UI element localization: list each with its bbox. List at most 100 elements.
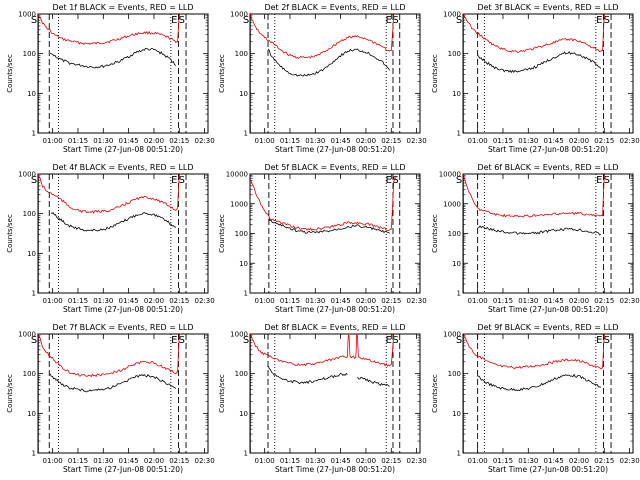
y-tick-label: 10 (239, 410, 248, 418)
time-marker-label: S (31, 175, 37, 186)
x-tick-label: 01:00 (255, 297, 275, 305)
time-marker-label: E (386, 335, 392, 346)
x-tick-label: 01:45 (331, 457, 351, 465)
x-tick-label: 02:30 (195, 137, 215, 145)
x-tick-label: 02:00 (356, 457, 376, 465)
x-tick-label: 01:30 (518, 457, 538, 465)
x-tick-label: 02:15 (594, 137, 614, 145)
y-axis-label: Counts/sec (431, 54, 439, 93)
time-marker-label: S (456, 335, 462, 346)
y-axis-label: Counts/sec (6, 214, 14, 253)
y-tick-label: 100 (235, 230, 248, 238)
x-tick-label: 02:30 (620, 457, 640, 465)
plot-frame (37, 333, 209, 454)
panel-title: Det 2f BLACK = Events, RED = LLD (264, 3, 405, 12)
events-series-line (357, 376, 390, 387)
panel-4: Det 4f BLACK = Events, RED = LLD 1 10 100 10… (6, 163, 215, 314)
x-axis-label: Start Time (27-Jun-08 00:51:20) (488, 305, 608, 314)
events-series-line (477, 225, 602, 236)
time-marker-label: S (31, 15, 37, 26)
x-tick-label: 02:00 (356, 297, 376, 305)
x-tick-label: 01:00 (468, 457, 488, 465)
x-tick-label: 02:00 (144, 297, 164, 305)
x-tick-label: 01:30 (93, 457, 113, 465)
panel-9: Det 9f BLACK = Events, RED = LLD 1 10 100 10… (431, 323, 640, 474)
x-tick-label: 02:15 (381, 137, 401, 145)
y-tick-label: 100 (448, 370, 461, 378)
panel-title: Det 6f BLACK = Events, RED = LLD (477, 163, 618, 172)
y-tick-label: 10 (27, 90, 36, 98)
y-axis-label: Counts/sec (431, 374, 439, 413)
x-tick-label: 01:30 (518, 137, 538, 145)
y-tick-label: 1000 (230, 200, 248, 208)
x-tick-label: 01:45 (544, 457, 564, 465)
time-marker-label: E (596, 15, 602, 26)
x-tick-label: 02:30 (620, 297, 640, 305)
y-tick-label: 100 (23, 50, 36, 58)
plot-frame (249, 333, 421, 454)
y-axis-label: Counts/sec (218, 374, 226, 413)
x-tick-label: 01:15 (280, 457, 300, 465)
x-tick-label: 01:30 (305, 297, 325, 305)
y-tick-label: 10 (239, 90, 248, 98)
x-tick-label: 01:00 (468, 137, 488, 145)
x-axis-label: Start Time (27-Jun-08 00:51:20) (63, 305, 183, 314)
panel-1: Det 1f BLACK = Events, RED = LLD 1 10 100 10… (6, 3, 215, 154)
events-series-line (49, 47, 177, 69)
panel-6: Det 6f BLACK = Events, RED = LLD 1 10 100 10… (431, 163, 640, 314)
time-marker-label: S (456, 15, 462, 26)
plot-frame (462, 173, 634, 294)
y-tick-label: 10 (239, 260, 248, 268)
x-tick-label: 01:15 (280, 297, 300, 305)
panel-title: Det 9f BLACK = Events, RED = LLD (477, 323, 618, 332)
x-tick-label: 02:15 (381, 297, 401, 305)
panel-title: Det 7f BLACK = Events, RED = LLD (52, 323, 193, 332)
lld-series-line (462, 174, 605, 218)
x-axis-label: Start Time (27-Jun-08 00:51:20) (63, 145, 183, 154)
y-tick-label: 1 (32, 450, 36, 458)
y-tick-label: 100 (23, 370, 36, 378)
y-tick-label: 1 (244, 130, 248, 138)
time-marker-label: E (171, 175, 177, 186)
panel-title: Det 8f BLACK = Events, RED = LLD (264, 323, 405, 332)
y-tick-label: 1000 (230, 331, 248, 339)
lld-series-line (249, 176, 397, 231)
x-tick-label: 02:15 (594, 297, 614, 305)
x-axis-label: Start Time (27-Jun-08 00:51:20) (63, 465, 183, 474)
x-tick-label: 02:15 (381, 457, 401, 465)
x-tick-label: 02:30 (195, 457, 215, 465)
panel-8: Det 8f BLACK = Events, RED = LLD 1 10 100 10… (218, 323, 427, 474)
time-marker-label: S (392, 335, 398, 346)
x-tick-label: 01:00 (468, 297, 488, 305)
panel-title: Det 5f BLACK = Events, RED = LLD (264, 163, 405, 172)
y-tick-label: 100 (448, 50, 461, 58)
x-tick-label: 01:30 (93, 297, 113, 305)
y-tick-label: 1000 (18, 171, 36, 179)
x-tick-label: 01:15 (68, 457, 88, 465)
lld-series-line (37, 173, 180, 214)
time-marker-label: S (179, 335, 185, 346)
x-tick-label: 01:00 (43, 457, 63, 465)
plot-frame (37, 173, 209, 294)
x-tick-label: 01:30 (93, 137, 113, 145)
time-marker-label: S (243, 335, 249, 346)
time-marker-label: S (31, 335, 37, 346)
x-tick-label: 02:00 (569, 297, 589, 305)
y-tick-label: 10000 (226, 171, 248, 179)
x-tick-label: 01:45 (544, 297, 564, 305)
panel-2: Det 2f BLACK = Events, RED = LLD 1 10 100 10… (218, 3, 427, 154)
time-marker-label: E (596, 335, 602, 346)
events-series-line (50, 212, 177, 232)
time-marker-label: S (604, 15, 610, 26)
events-series-line (267, 365, 348, 385)
lld-series-line (249, 12, 395, 59)
time-marker-label: E (386, 15, 392, 26)
time-marker-label: S (392, 15, 398, 26)
events-series-line (268, 218, 390, 234)
lld-series-line (462, 13, 605, 53)
panel-3: Det 3f BLACK = Events, RED = LLD 1 10 100 10… (431, 3, 640, 154)
y-tick-label: 1000 (18, 11, 36, 19)
x-tick-label: 02:15 (169, 137, 189, 145)
events-series-line (267, 48, 390, 77)
x-tick-label: 02:00 (144, 457, 164, 465)
